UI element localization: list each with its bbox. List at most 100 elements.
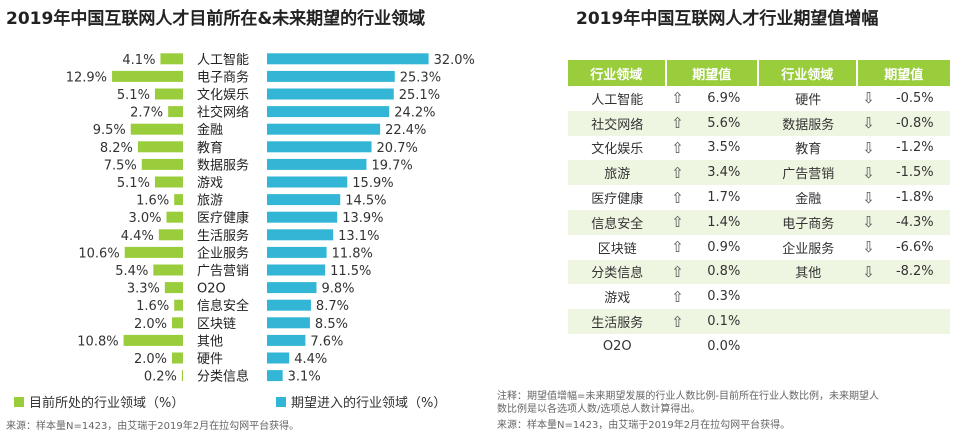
growth-value: 0.0% <box>707 338 741 354</box>
bar-current <box>153 264 183 276</box>
growth-value: 1.4% <box>688 209 759 235</box>
label-current: 1.6% <box>136 299 169 314</box>
label-expected: 22.4% <box>385 123 426 138</box>
growth-value: 0.8% <box>688 259 759 285</box>
bar-expected <box>267 334 306 346</box>
label-expected: 13.9% <box>342 211 383 226</box>
growth-value: -1.2% <box>895 140 934 156</box>
label-expected: 15.9% <box>352 176 393 191</box>
industry-cell: O2O <box>602 338 632 354</box>
industry-cell: 电子商务 <box>758 209 858 235</box>
legend-expected: 期望进入的行业领域（%） <box>276 392 446 411</box>
category-label: 游戏 <box>197 176 223 191</box>
bar-current <box>154 88 183 100</box>
growth-value: -6.6% <box>895 239 934 255</box>
right-table-title: 2019年中国互联网人才行业期望值增幅 <box>576 9 879 29</box>
legend-current: 目前所处的行业领域（%） <box>14 392 184 411</box>
down-arrow-icon: ⇩ <box>862 89 875 108</box>
header-industry-2: 行业领域 <box>758 60 858 86</box>
category-label: 区块链 <box>197 317 236 332</box>
table-row: 信息安全 ⇧ 1.4% 电子商务 ⇩ -4.3% <box>568 209 950 235</box>
bar-current <box>158 229 183 241</box>
up-arrow-icon: ⇧ <box>666 259 689 285</box>
bar-current <box>168 106 183 118</box>
industry-cell: 人工智能 <box>591 92 644 108</box>
industry-cell: 旅游 <box>568 160 667 186</box>
growth-value: -0.5% <box>895 90 934 106</box>
industry-cell: 生活服务 <box>568 309 667 334</box>
up-arrow-icon: ⇧ <box>666 309 689 334</box>
bar-expected <box>267 194 341 206</box>
right-note-line-1: 注释：期望值增幅=未来期望发展的行业人数比例-目前所在行业人数比例，未来期望人 <box>497 391 879 402</box>
industry-cell: 信息安全 <box>568 209 667 235</box>
legend-current-swatch <box>14 396 24 407</box>
bar-expected <box>267 141 372 153</box>
up-arrow-icon: ⇧ <box>671 188 684 207</box>
label-expected: 8.7% <box>316 299 349 314</box>
bar-current <box>137 141 183 153</box>
label-current: 4.1% <box>122 53 155 68</box>
bar-current <box>160 53 183 65</box>
up-arrow-icon: ⇧ <box>671 138 684 157</box>
growth-value: -1.5% <box>879 160 950 186</box>
bar-expected <box>267 246 327 258</box>
up-arrow-icon: ⇧ <box>671 287 684 306</box>
header-value-2: 期望值 <box>857 60 950 86</box>
table-row: 社交网络 ⇧ 5.6% 数据服务 ⇩ -0.8% <box>568 110 950 136</box>
category-label: 旅游 <box>197 194 223 209</box>
label-current: 0.2% <box>144 370 177 385</box>
table-row: 分类信息 ⇧ 0.8% 其他 ⇩ -8.2% <box>568 259 950 285</box>
category-label: O2O <box>197 282 226 297</box>
bar-expected <box>267 229 334 241</box>
bar-expected <box>267 264 326 276</box>
industry-cell: 其他 <box>758 259 858 285</box>
industry-cell: 区块链 <box>597 241 637 257</box>
bar-current <box>172 317 183 329</box>
category-label: 企业服务 <box>197 245 249 261</box>
growth-value: 3.5% <box>707 140 741 156</box>
down-arrow-icon <box>857 309 880 334</box>
up-arrow-icon: ⇧ <box>671 238 684 257</box>
growth-value <box>880 284 950 309</box>
label-current: 1.6% <box>136 194 169 209</box>
label-expected: 7.6% <box>310 334 343 349</box>
industry-cell <box>759 334 858 359</box>
growth-value: 6.9% <box>707 90 741 106</box>
label-current: 2.7% <box>130 106 163 121</box>
label-current: 5.1% <box>117 176 150 191</box>
growth-value: -0.8% <box>879 110 950 136</box>
growth-value <box>879 309 950 334</box>
category-label: 分类信息 <box>197 369 249 385</box>
table-row: 人工智能 ⇧ 6.9% 硬件 ⇩ -0.5% <box>568 86 950 111</box>
industry-cell: 游戏 <box>604 291 631 307</box>
bar-current <box>174 194 183 206</box>
diverging-bar-chart: 4.1% 人工智能 32.0% 12.9% 电子商务 25.3% 5.1% 文化娱乐 25.1%… <box>66 53 475 385</box>
label-expected: 13.1% <box>338 229 379 244</box>
category-label: 人工智能 <box>197 53 249 68</box>
category-label: 生活服务 <box>197 228 249 244</box>
bar-expected <box>267 317 310 329</box>
up-arrow-icon: ⇧ <box>666 160 689 186</box>
down-arrow-icon: ⇩ <box>862 238 875 257</box>
left-chart-title: 2019年中国互联网人才目前所在&未来期望的行业领域 <box>6 9 426 29</box>
category-label: 金融 <box>197 122 223 138</box>
industry-cell: 分类信息 <box>568 259 667 285</box>
bar-expected <box>267 370 283 382</box>
label-expected: 20.7% <box>377 141 418 156</box>
down-arrow-icon: ⇩ <box>862 188 875 207</box>
industry-cell: 医疗健康 <box>591 192 644 208</box>
expectation-growth-table: 行业领域 期望值 行业领域 期望值 人工智能 ⇧ 6.9% 硬件 ⇩ -0.5% 社交网络 ⇧… <box>568 60 950 359</box>
bar-expected <box>267 70 395 82</box>
growth-value: 1.7% <box>707 190 741 206</box>
category-label: 文化娱乐 <box>197 88 249 103</box>
bar-expected <box>267 299 311 311</box>
category-label: 医疗健康 <box>197 210 249 226</box>
table-header-row: 行业领域 期望值 行业领域 期望值 <box>568 60 950 86</box>
industry-cell: 社交网络 <box>568 110 667 136</box>
bar-current <box>172 352 183 364</box>
category-label: 社交网络 <box>197 105 249 121</box>
industry-cell: 广告营销 <box>758 160 858 186</box>
label-current: 10.6% <box>78 246 119 261</box>
growth-value: -4.3% <box>879 209 950 235</box>
industry-cell: 数据服务 <box>758 110 858 136</box>
